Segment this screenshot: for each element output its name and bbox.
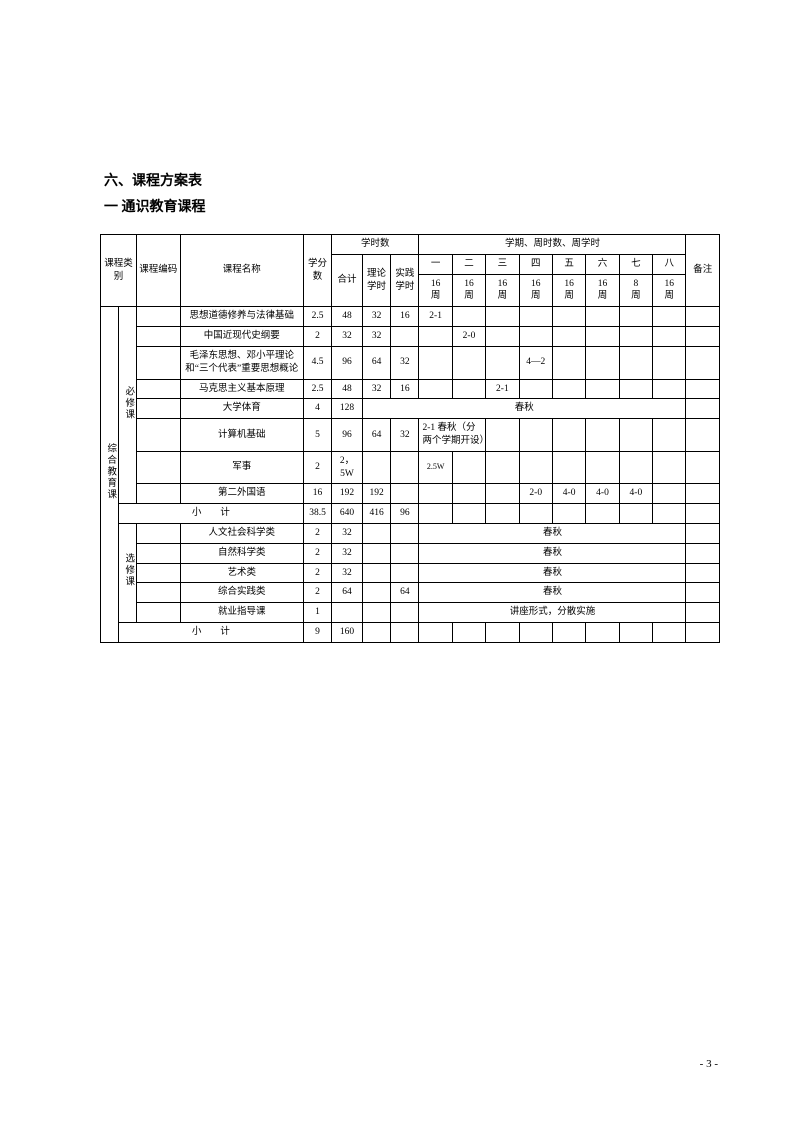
hdr-sem-4w: 16周 bbox=[519, 274, 552, 307]
table-row: 中国近现代史纲要 23232 2-0 bbox=[101, 327, 720, 347]
course-name: 中国近现代史纲要 bbox=[180, 327, 303, 347]
total: 48 bbox=[332, 307, 363, 327]
table-row: 毛泽东思想、邓小平理论和“三个代表”重要思想概论 4.5966432 4—2 bbox=[101, 346, 720, 379]
cat-optional-cell: 选修课 bbox=[118, 524, 136, 623]
practice: 16 bbox=[391, 307, 419, 327]
course-name: 毛泽东思想、邓小平理论和“三个代表”重要思想概论 bbox=[180, 346, 303, 379]
course-name: 思想道德修养与法律基础 bbox=[180, 307, 303, 327]
course-name: 就业指导课 bbox=[180, 603, 303, 623]
hdr-sem-5w: 16周 bbox=[552, 274, 585, 307]
course-name: 人文社会科学类 bbox=[180, 524, 303, 544]
curriculum-table: 课程类别 课程编码 课程名称 学分数 学时数 学期、周时数、周学时 备注 合计 … bbox=[100, 234, 720, 643]
hdr-sem-8: 八 bbox=[653, 254, 686, 274]
header-row-1: 课程类别 课程编码 课程名称 学分数 学时数 学期、周时数、周学时 备注 bbox=[101, 235, 720, 255]
hdr-sem-3w: 16周 bbox=[486, 274, 519, 307]
span-cell: 春秋 bbox=[419, 524, 686, 544]
table-row: 军事 22，5W 2.5W bbox=[101, 451, 720, 484]
course-name: 大学体育 bbox=[180, 399, 303, 419]
hdr-sem-2w: 16周 bbox=[452, 274, 485, 307]
course-name: 计算机基础 bbox=[180, 419, 303, 452]
course-name: 马克思主义基本原理 bbox=[180, 379, 303, 399]
hdr-sem-1w: 16周 bbox=[419, 274, 452, 307]
course-name: 自然科学类 bbox=[180, 543, 303, 563]
subtotal-label: 小 计 bbox=[118, 623, 303, 643]
cat-major-cell: 综合教育课 bbox=[101, 307, 119, 643]
hdr-sem-7: 七 bbox=[619, 254, 652, 274]
subtotal-row: 小 计 38.5 640 41696 bbox=[101, 504, 720, 524]
table-row: 选修课 人文社会科学类 232 春秋 bbox=[101, 524, 720, 544]
hdr-hours-group: 学时数 bbox=[332, 235, 419, 255]
span-cell: 讲座形式，分散实施 bbox=[419, 603, 686, 623]
table-row: 综合教育课 必修课 思想道德修养与法律基础 2.5 48 32 16 2-1 bbox=[101, 307, 720, 327]
table-row: 马克思主义基本原理 2.5483216 2-1 bbox=[101, 379, 720, 399]
table-row: 大学体育 4128 春秋 bbox=[101, 399, 720, 419]
table-row: 就业指导课 1 讲座形式，分散实施 bbox=[101, 603, 720, 623]
subtotal-label: 小 计 bbox=[118, 504, 303, 524]
hdr-sem-3: 三 bbox=[486, 254, 519, 274]
hdr-total: 合计 bbox=[332, 254, 363, 306]
hdr-sem-5: 五 bbox=[552, 254, 585, 274]
hdr-sem-6: 六 bbox=[586, 254, 619, 274]
span-cell: 2-1 春秋（分两个学期开设） bbox=[419, 419, 486, 452]
theory: 32 bbox=[362, 307, 390, 327]
section-heading: 六、课程方案表 bbox=[104, 170, 720, 190]
hdr-sem-group: 学期、周时数、周学时 bbox=[419, 235, 686, 255]
hdr-credit: 学分数 bbox=[303, 235, 331, 307]
course-name: 综合实践类 bbox=[180, 583, 303, 603]
hdr-theory: 理论学时 bbox=[362, 254, 390, 306]
hdr-category: 课程类别 bbox=[101, 235, 137, 307]
page-number: - 3 - bbox=[700, 1058, 718, 1070]
course-name: 第二外国语 bbox=[180, 484, 303, 504]
hdr-code: 课程编码 bbox=[136, 235, 180, 307]
cat-required-cell: 必修课 bbox=[118, 307, 136, 504]
table-row: 第二外国语 16192192 2-0 4-04-04-0 bbox=[101, 484, 720, 504]
table-row: 自然科学类 232 春秋 bbox=[101, 543, 720, 563]
hdr-practice: 实践学时 bbox=[391, 254, 419, 306]
span-cell: 春秋 bbox=[362, 399, 686, 419]
course-name: 艺术类 bbox=[180, 563, 303, 583]
hdr-sem-8w: 16周 bbox=[653, 274, 686, 307]
span-cell: 春秋 bbox=[419, 563, 686, 583]
span-cell: 春秋 bbox=[419, 543, 686, 563]
credit: 2.5 bbox=[303, 307, 331, 327]
hdr-note: 备注 bbox=[686, 235, 720, 307]
hdr-sem-4: 四 bbox=[519, 254, 552, 274]
hdr-sem-2: 二 bbox=[452, 254, 485, 274]
table-row: 计算机基础 5966432 2-1 春秋（分两个学期开设） bbox=[101, 419, 720, 452]
sub-heading: 一 通识教育课程 bbox=[104, 196, 720, 216]
hdr-name: 课程名称 bbox=[180, 235, 303, 307]
table-row: 综合实践类 26464 春秋 bbox=[101, 583, 720, 603]
subtotal-row: 小 计 9160 bbox=[101, 623, 720, 643]
hdr-sem-7w: 8周 bbox=[619, 274, 652, 307]
hdr-sem-1: 一 bbox=[419, 254, 452, 274]
course-name: 军事 bbox=[180, 451, 303, 484]
table-row: 艺术类 232 春秋 bbox=[101, 563, 720, 583]
span-cell: 春秋 bbox=[419, 583, 686, 603]
hdr-sem-6w: 16周 bbox=[586, 274, 619, 307]
